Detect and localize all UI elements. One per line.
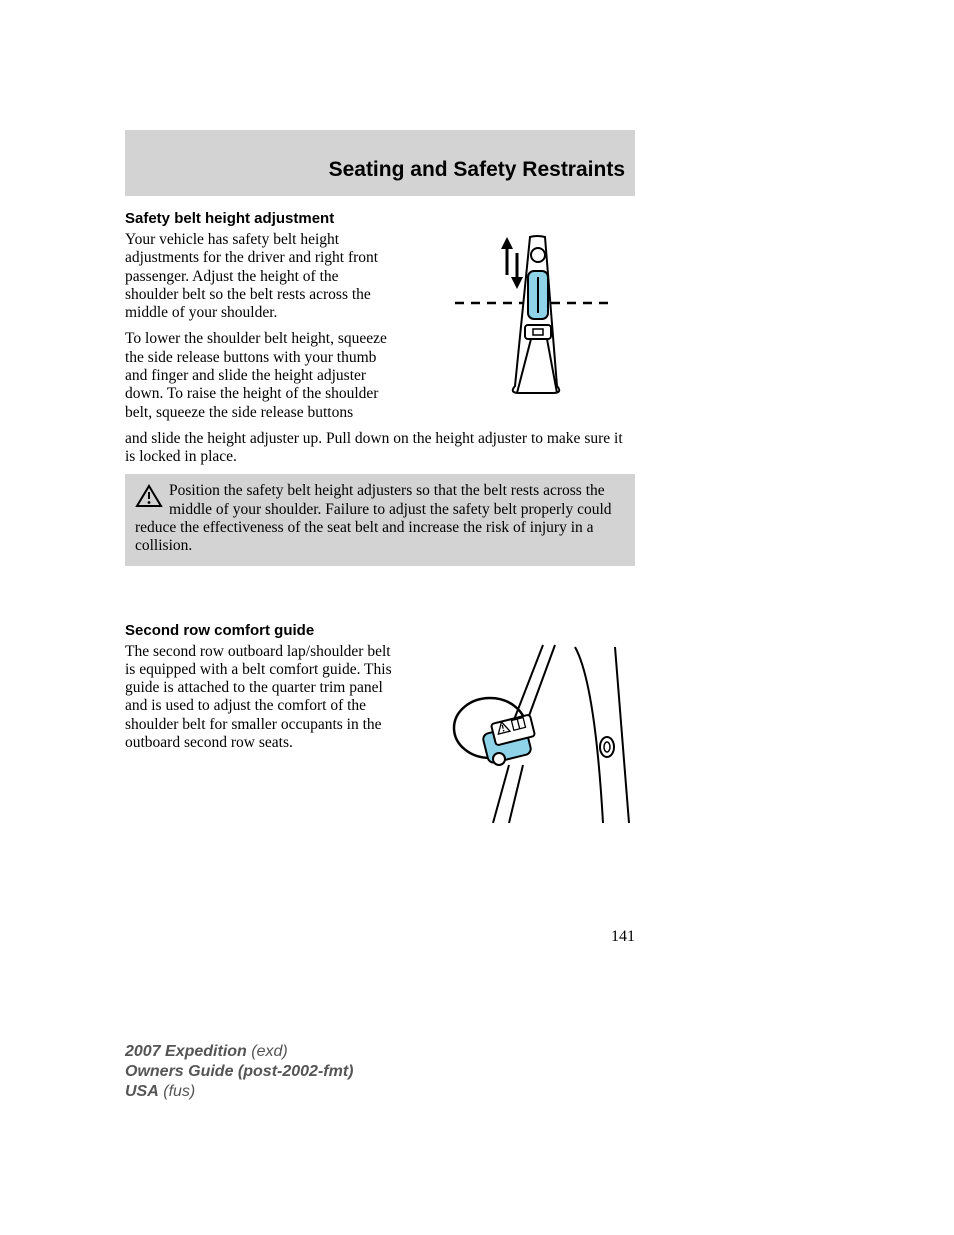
section2-heading: Second row comfort guide (125, 622, 635, 639)
warning-triangle-icon (135, 484, 163, 513)
warning-text: Position the safety belt height adjuster… (135, 482, 612, 554)
section2: Second row comfort guide (125, 622, 635, 828)
footer-line1: 2007 Expedition (exd) (125, 1042, 353, 1062)
section1-para2: To lower the shoulder belt height, squee… (125, 330, 395, 421)
chapter-title: Seating and Safety Restraints (329, 158, 625, 181)
footer-code3: (fus) (163, 1083, 195, 1100)
section1-para1: Your vehicle has safety belt height adju… (125, 231, 395, 322)
page-number: 141 (125, 928, 635, 946)
footer-line3: USA (fus) (125, 1082, 353, 1102)
footer-vehicle: 2007 Expedition (125, 1043, 247, 1060)
footer-line2: Owners Guide (post-2002-fmt) (125, 1062, 353, 1082)
section1-heading: Safety belt height adjustment (125, 210, 635, 227)
chapter-header-bar: Seating and Safety Restraints (125, 130, 635, 196)
page-content: Seating and Safety Restraints Safety bel… (125, 130, 635, 828)
warning-box: Position the safety belt height adjuster… (125, 474, 635, 565)
section2-body: The second row outboard lap/shoulder bel… (125, 643, 635, 828)
section1-body: Your vehicle has safety belt height adju… (125, 231, 635, 430)
section1-para2-cont: and slide the height adjuster up. Pull d… (125, 430, 635, 467)
footer-region: USA (125, 1083, 159, 1100)
section2-para1: The second row outboard lap/shoulder bel… (125, 643, 395, 753)
belt-adjuster-figure (435, 231, 635, 401)
footer: 2007 Expedition (exd) Owners Guide (post… (125, 1042, 353, 1102)
comfort-guide-figure (435, 643, 635, 828)
footer-code1: (exd) (251, 1043, 287, 1060)
footer-guide: Owners Guide (post-2002-fmt) (125, 1063, 353, 1080)
